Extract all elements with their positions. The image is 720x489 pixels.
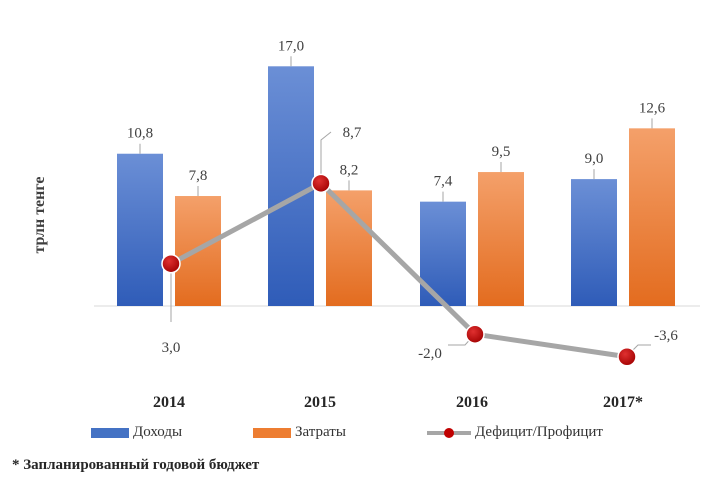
line-data-label: 8,7 bbox=[343, 125, 362, 141]
chart: трлн тенге 10,8 17,0 7,4 9,0 7,8 8,2 9,5 12,6 2… bbox=[31, 38, 700, 411]
bar-expenses-3 bbox=[629, 128, 675, 306]
legend-item-deficit: Дефицит/Профицит bbox=[427, 424, 603, 441]
x-tick-label: 2017* bbox=[603, 394, 643, 411]
legend-line-deficit bbox=[427, 427, 471, 438]
x-tick-label: 2016 bbox=[456, 394, 488, 411]
x-tick-label: 2015 bbox=[304, 394, 336, 411]
legend-swatch-revenue bbox=[91, 427, 129, 438]
line-point-0 bbox=[161, 253, 181, 274]
legend-item-revenue: Доходы bbox=[91, 424, 182, 441]
legend-swatch-expenses bbox=[253, 427, 291, 438]
bar-data-label: 17,0 bbox=[278, 38, 304, 54]
line-point-2 bbox=[465, 324, 485, 344]
bar-revenue-0 bbox=[117, 153, 163, 306]
bar-expenses-2 bbox=[478, 172, 524, 306]
bar-data-label: 10,8 bbox=[127, 126, 153, 142]
x-tick-label: 2014 bbox=[153, 394, 185, 411]
bar-data-label: 8,2 bbox=[340, 162, 359, 178]
bar-data-label: 9,5 bbox=[492, 144, 511, 160]
y-axis-label: трлн тенге bbox=[31, 176, 48, 253]
legend-label-deficit: Дефицит/Профицит bbox=[475, 424, 603, 440]
legend-item-expenses: Затраты bbox=[253, 424, 346, 441]
line-label-leader bbox=[320, 131, 332, 182]
line-data-label: 3,0 bbox=[162, 340, 181, 356]
bar-data-label: 7,4 bbox=[434, 174, 453, 190]
legend-label-expenses: Затраты bbox=[295, 424, 346, 440]
bar-data-label: 12,6 bbox=[639, 100, 666, 116]
line-point-1 bbox=[311, 173, 331, 194]
line-point-3 bbox=[617, 347, 637, 367]
bar-data-label: 7,8 bbox=[189, 168, 208, 184]
legend-label-revenue: Доходы bbox=[133, 424, 183, 440]
line-deficit bbox=[169, 180, 628, 360]
legend: Доходы Затраты Дефицит/Профицит bbox=[0, 424, 720, 448]
bar-revenue-1 bbox=[268, 66, 314, 306]
bar-revenue-3 bbox=[571, 179, 617, 306]
footnote: * Запланированный годовой бюджет bbox=[12, 457, 260, 473]
legend-marker-deficit bbox=[444, 427, 454, 438]
line-data-label: -3,6 bbox=[654, 328, 678, 344]
line-data-label: -2,0 bbox=[418, 346, 442, 362]
bar-data-label: 9,0 bbox=[585, 151, 604, 167]
